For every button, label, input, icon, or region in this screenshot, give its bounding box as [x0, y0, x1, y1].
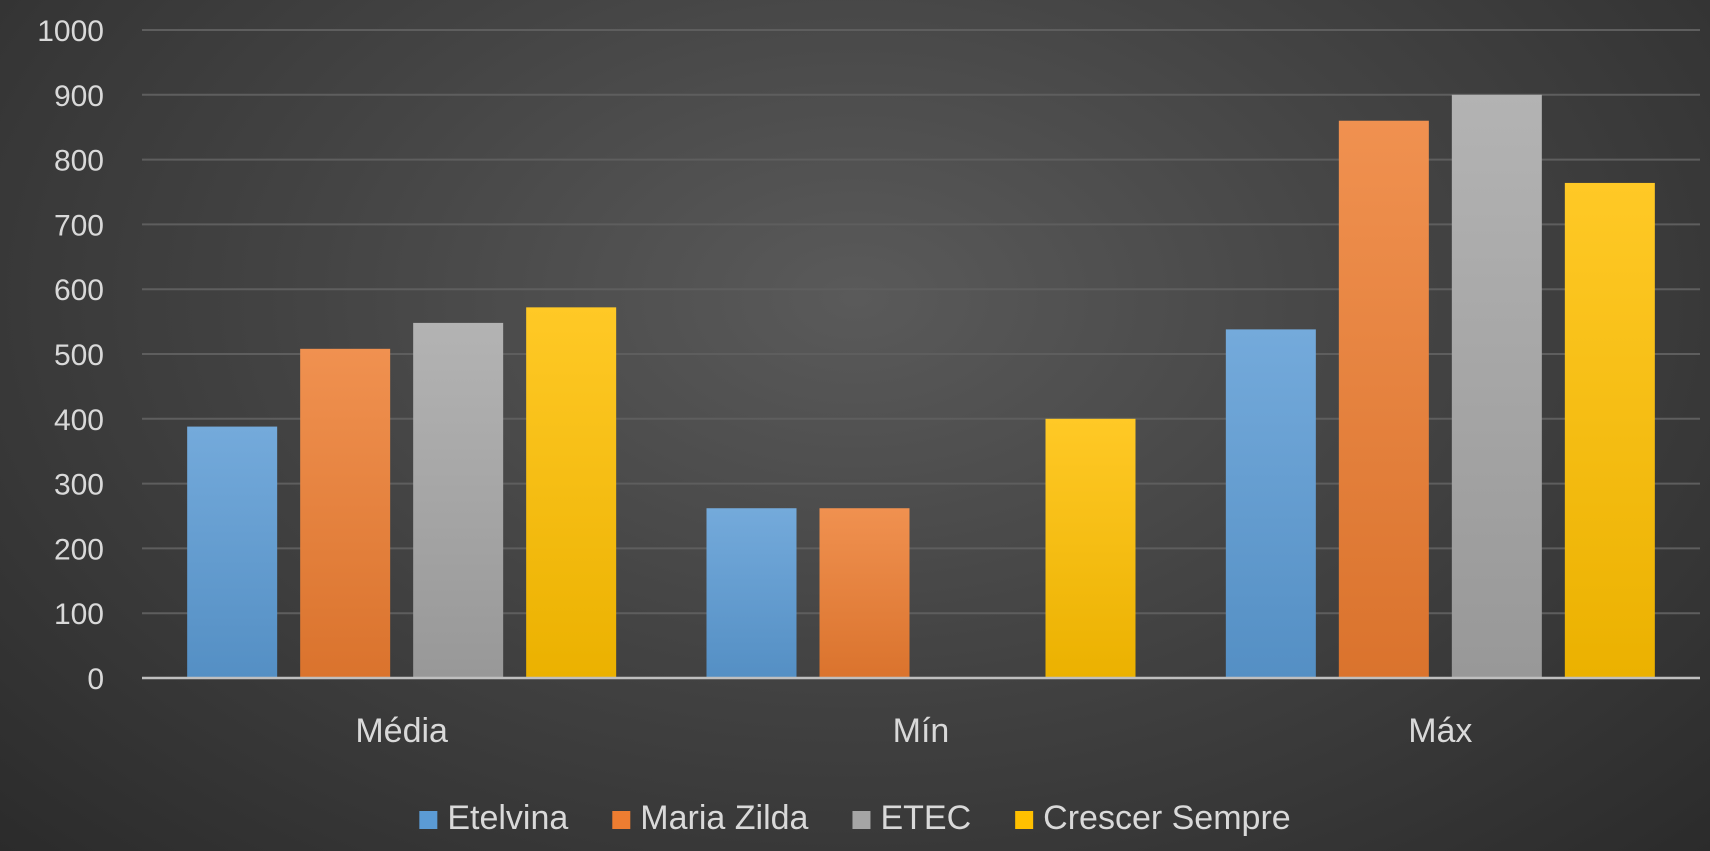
y-tick-label: 1000: [37, 15, 104, 48]
x-axis-category-labels: Média Mín Máx: [355, 712, 1472, 750]
legend-swatch: [419, 811, 438, 829]
y-tick-label: 500: [54, 339, 104, 372]
legend-item-etec: ETEC: [852, 799, 971, 837]
bar-maria-zilda-média: [300, 348, 391, 678]
y-tick-label: 600: [54, 274, 104, 307]
legend-item-etelvina: Etelvina: [419, 799, 568, 837]
legend-item-crescer-sempre: Crescer Sempre: [1015, 799, 1291, 837]
bar-crescer-sempre-média: [526, 307, 617, 678]
x-category-label: Máx: [1408, 712, 1472, 750]
y-tick-label: 900: [54, 80, 104, 113]
bar-etec-máx: [1451, 94, 1542, 679]
y-tick-label: 100: [54, 598, 104, 631]
bar-etec-média: [413, 322, 504, 678]
bar-etelvina-média: [187, 426, 278, 678]
bar-maria-zilda-mín: [819, 508, 910, 678]
legend-swatch: [612, 811, 631, 829]
legend-label: ETEC: [880, 799, 971, 837]
y-tick-label: 0: [87, 663, 104, 696]
legend-label: Etelvina: [447, 799, 568, 837]
y-axis-tick-labels: 0 100 200 300 400 500 600 700 800 900 1000: [37, 15, 104, 696]
gridlines: [142, 29, 1700, 615]
y-tick-label: 800: [54, 145, 104, 178]
y-tick-label: 700: [54, 209, 104, 242]
bar-maria-zilda-máx: [1338, 120, 1429, 679]
bars: [187, 94, 1655, 679]
bar-crescer-sempre-mín: [1045, 418, 1136, 678]
legend-swatch: [1015, 811, 1034, 829]
bar-etelvina-máx: [1225, 329, 1316, 678]
bar-etelvina-mín: [706, 508, 797, 678]
legend-label: Maria Zilda: [640, 799, 808, 837]
legend-item-maria-zilda: Maria Zilda: [612, 799, 809, 837]
y-tick-label: 400: [54, 404, 104, 437]
legend-label: Crescer Sempre: [1043, 799, 1291, 837]
legend: Etelvina Maria Zilda ETEC Crescer Sempre: [419, 799, 1291, 837]
x-category-label: Mín: [893, 712, 950, 750]
y-tick-label: 200: [54, 533, 104, 566]
legend-swatch: [852, 811, 871, 829]
y-tick-label: 300: [54, 469, 104, 502]
bar-crescer-sempre-máx: [1564, 182, 1655, 679]
x-category-label: Média: [355, 712, 448, 750]
